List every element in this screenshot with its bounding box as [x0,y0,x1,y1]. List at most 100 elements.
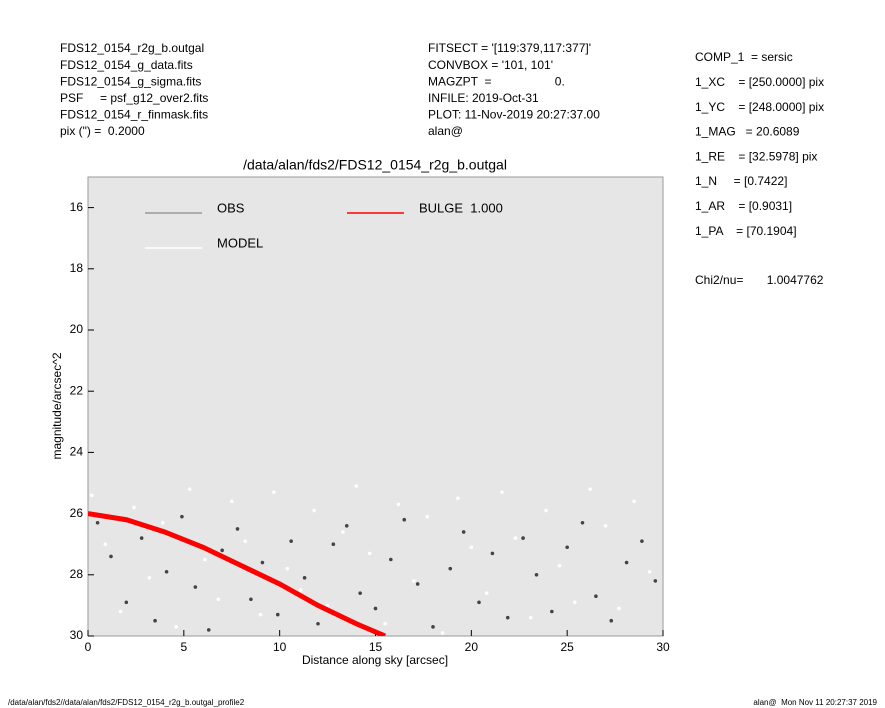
data-point [647,569,652,574]
data-point [90,493,94,498]
data-point [383,621,387,626]
data-point [203,557,207,562]
fit-parameter: 1_YC = [248.0000] pix [695,100,824,114]
y-tick-label: 30 [70,628,84,642]
data-point [193,585,198,589]
header-left-line: FDS12_0154_g_data.fits [60,58,193,72]
header-center-line: MAGZPT = 0. [428,74,565,88]
y-tick-label: 26 [70,506,84,520]
x-tick-label: 20 [465,640,479,654]
data-point [653,579,658,583]
fit-parameter: 1_N = [0.7422] [695,174,787,188]
data-point [275,612,280,617]
data-point [109,554,113,559]
data-point [565,545,569,550]
data-point [316,621,320,626]
data-point [260,560,265,565]
data-point [544,508,548,513]
data-point [302,576,307,580]
footer-left: /data/alan/fds2//data/alan/fds2/FDS12_01… [8,698,245,707]
data-point [624,560,629,565]
header-left-line: FDS12_0154_r_finmask.fits [60,108,208,122]
plot-area [87,176,664,637]
data-point [521,536,525,540]
model-line [88,511,387,636]
footer-right: alan@ Mon Nov 11 20:27:37 2019 [753,698,877,707]
header-center-line: CONVBOX = '101, 101' [428,58,553,72]
data-point [528,615,533,620]
data-point [229,499,234,504]
data-point [312,508,316,513]
data-point [461,530,466,534]
x-axis-label: Distance along sky [arcsec] [302,653,448,667]
data-point [164,569,169,574]
data-point [640,539,644,543]
data-point [289,539,293,543]
data-point [557,563,562,568]
data-point [132,505,136,510]
legend-label: OBS [217,200,245,215]
data-point [588,487,592,491]
legend-label: MODEL [217,235,263,250]
legend-label: BULGE 1.000 [419,200,503,215]
x-tick-label: 25 [560,640,574,654]
fit-parameter: 1_AR = [0.9031] [695,199,792,213]
y-axis-label: magnitude/arcsec^2 [50,352,64,459]
data-point [258,612,263,617]
data-point [272,490,276,494]
fit-parameter: 1_RE = [32.5978] pix [695,149,817,163]
fit-parameter: 1_MAG = 20.6089 [695,125,800,139]
data-point [216,597,221,602]
data-point [160,520,165,525]
x-tick-label: 5 [180,640,187,654]
data-point [469,545,474,550]
data-point [440,631,445,635]
data-point [415,582,420,586]
data-point [174,625,178,629]
header-left-line: FDS12_0154_g_sigma.fits [60,74,201,88]
data-point [285,566,290,571]
data-point [206,628,211,632]
data-point [153,618,157,623]
data-point [456,496,460,501]
x-tick-label: 10 [273,640,287,654]
data-point [180,514,184,519]
fit-parameter: Chi2/nu= 1.0047762 [695,273,824,287]
y-tick-label: 18 [70,261,84,275]
data-point [147,576,152,580]
data-point [389,557,393,562]
data-point [490,551,495,556]
fit-parameter: COMP_1 = sersic [695,50,793,64]
data-point [331,542,336,546]
data-point [603,524,608,528]
data-point [550,609,554,614]
data-point [243,539,247,543]
data-point [367,551,372,556]
data-point [632,499,637,504]
data-point [187,487,192,491]
data-point [220,548,224,553]
y-tick-label: 16 [70,200,84,214]
data-point [484,591,489,595]
data-point [373,606,378,611]
data-point [358,591,362,595]
data-point [354,484,359,488]
data-point [448,566,453,571]
data-point [609,618,614,623]
y-tick-label: 28 [70,567,84,581]
header-center-line: alan@ [428,124,463,138]
data-point [594,594,598,599]
header-center-line: FITSECT = '[119:379,117:377]' [428,41,591,55]
data-point [249,597,253,602]
data-point [325,603,330,608]
header-left-line: PSF = psf_g12_over2.fits [60,91,208,105]
y-tick-label: 22 [70,383,84,397]
data-point [513,536,518,540]
data-point [139,536,144,540]
header-left-line: FDS12_0154_r2g_b.outgal [60,41,204,55]
y-tick-label: 20 [70,322,84,336]
data-point [118,609,123,614]
data-point [617,606,621,611]
data-point [425,514,430,519]
